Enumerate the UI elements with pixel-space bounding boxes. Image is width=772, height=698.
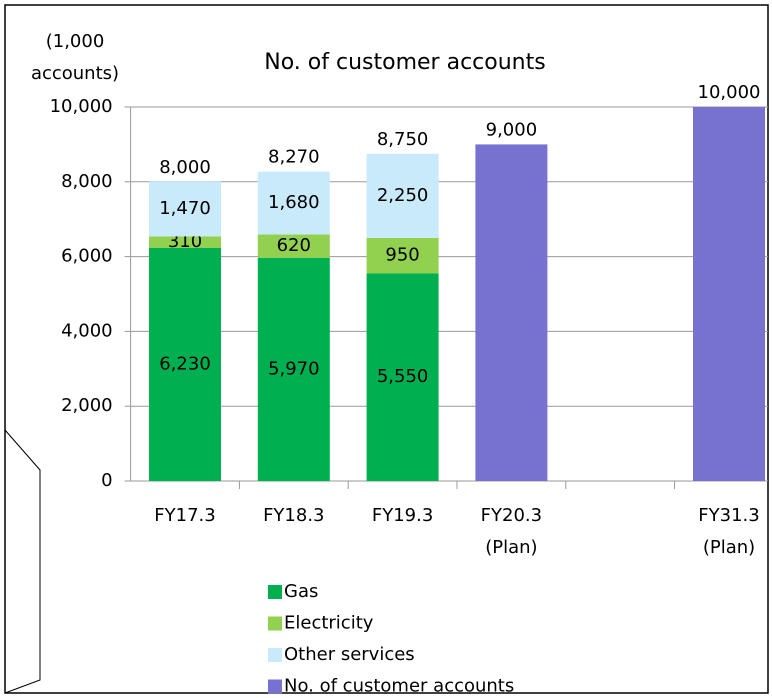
bar-segment [693, 107, 765, 481]
data-label: 2,250 [377, 185, 429, 206]
bar-segment [257, 234, 330, 258]
data-label: 9,000 [486, 119, 538, 140]
bar-segment [366, 153, 439, 238]
data-label: 10,000 [698, 82, 761, 103]
legend-label: Electricity [284, 613, 374, 634]
bar-segment [149, 247, 221, 481]
bar-segment [149, 181, 221, 237]
frame [4, 4, 769, 694]
data-label: 6,230 [159, 353, 211, 374]
data-label: 1,680 [268, 192, 320, 213]
data-label: 620 [277, 235, 311, 256]
bar-segment [149, 236, 221, 248]
x-tick-label: FY17.3 [154, 505, 215, 526]
y-tick-label: 10,000 [50, 96, 113, 117]
x-tick-label: FY18.3 [263, 505, 324, 526]
bar-segment [366, 237, 439, 274]
total-label: 8,270 [268, 147, 320, 168]
data-label: 5,550 [377, 366, 429, 387]
legend-label: No. of customer accounts [284, 676, 514, 697]
bar-segment [257, 171, 330, 235]
x-tick-label: FY31.3 (Plan) [698, 505, 759, 558]
y-tick-label: 4,000 [61, 320, 113, 341]
data-label: 1,470 [159, 198, 211, 219]
data-label: 310 [168, 231, 202, 252]
y-tick-label: 8,000 [61, 171, 113, 192]
total-label: 8,750 [377, 129, 429, 150]
y-tick-label: 6,000 [61, 246, 113, 267]
y-tick-label: 2,000 [61, 395, 113, 416]
total-label: 8,000 [159, 157, 211, 178]
legend-swatch [268, 585, 282, 599]
legend-swatch [268, 648, 282, 662]
bar-segment [475, 144, 548, 481]
y-tick-label: 0 [101, 470, 112, 491]
x-tick-label: FY19.3 [372, 505, 433, 526]
decoration [4, 429, 41, 694]
legend-swatch [268, 679, 282, 694]
legend-label: Other services [284, 644, 415, 665]
bar-segment [366, 273, 439, 481]
legend-swatch [268, 616, 282, 631]
bar-segment [257, 257, 330, 481]
chart-title: No. of customer accounts [264, 50, 545, 75]
legend-label: Gas [284, 581, 318, 602]
data-label: 950 [385, 245, 419, 266]
data-label: 5,970 [268, 358, 320, 379]
y-axis-label: (1,000 accounts) [31, 31, 119, 84]
x-tick-label: FY20.3 (Plan) [481, 505, 542, 558]
